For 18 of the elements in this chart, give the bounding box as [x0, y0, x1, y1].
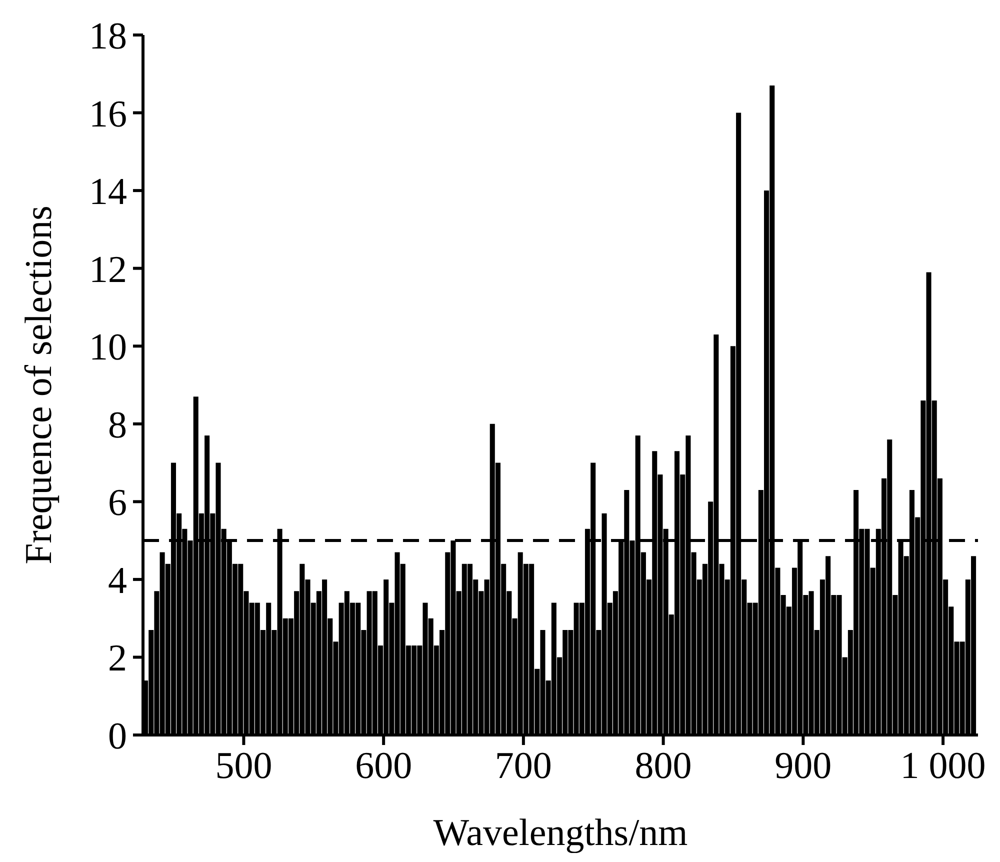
- x-tick-label: 1 000: [900, 744, 986, 787]
- y-tick-label: 8: [108, 404, 127, 446]
- y-tick-label: 12: [89, 248, 127, 291]
- y-tick-label: 10: [89, 326, 127, 369]
- y-tick-label: 0: [108, 715, 127, 758]
- y-tick-label: 2: [108, 638, 127, 680]
- y-tick-label: 4: [108, 560, 127, 602]
- y-axis-title: Frequence of selections: [18, 206, 60, 564]
- x-tick-label: 900: [774, 744, 832, 787]
- x-tick-label: 500: [215, 744, 272, 787]
- x-tick-label: 600: [355, 744, 412, 787]
- y-tick-label: 14: [89, 171, 127, 214]
- x-axis-title: Wavelengths/nm: [433, 812, 688, 854]
- y-tick-label: 6: [108, 482, 127, 524]
- x-tick-label: 800: [634, 744, 692, 787]
- y-tick-label: 16: [89, 93, 127, 136]
- x-tick-label: 700: [494, 744, 552, 787]
- y-tick-label: 18: [89, 15, 127, 58]
